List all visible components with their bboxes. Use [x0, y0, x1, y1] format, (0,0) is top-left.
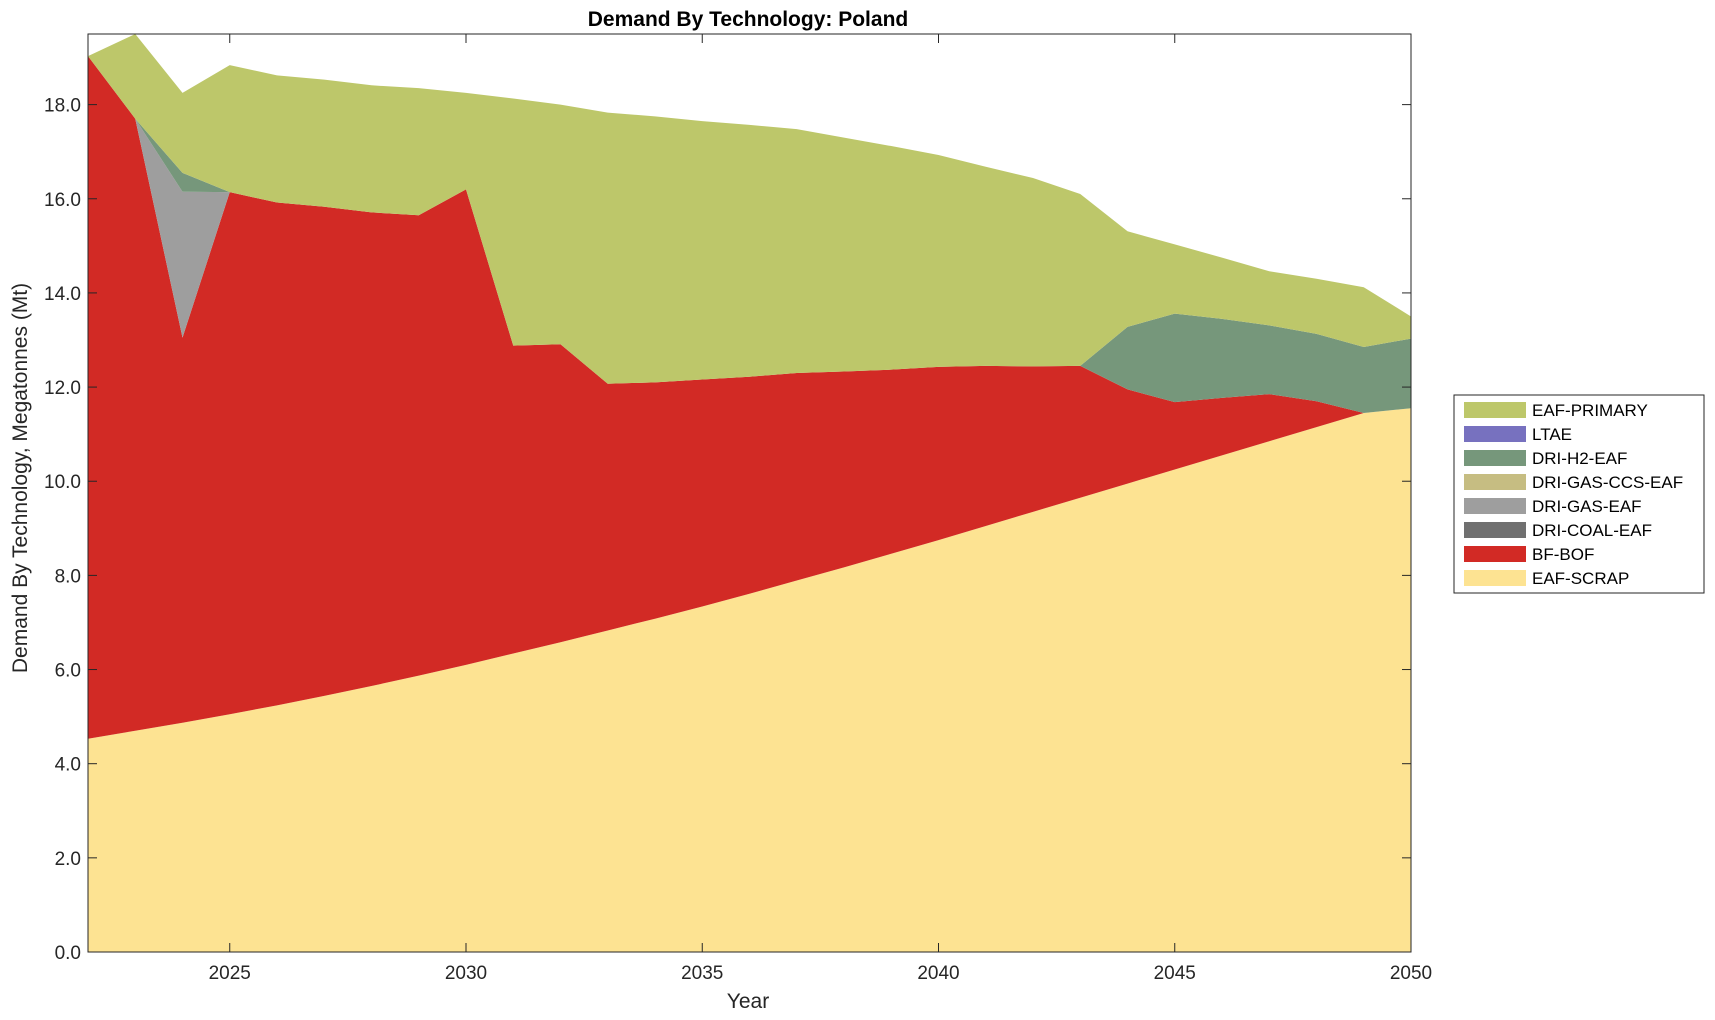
legend-swatch-dri-h2-eaf — [1464, 450, 1526, 466]
y-tick-label-4: 4.0 — [55, 755, 81, 776]
y-tick-label-8: 8.0 — [55, 566, 81, 587]
area-dri-h2-eaf — [88, 56, 1411, 413]
legend-label-eaf-scrap: EAF-SCRAP — [1532, 569, 1629, 588]
legend-label-dri-coal-eaf: DRI-COAL-EAF — [1532, 521, 1652, 540]
y-tick-label-14: 14.0 — [44, 284, 81, 305]
x-tick-label-2035: 2035 — [681, 963, 723, 984]
area-eaf-scrap — [88, 408, 1411, 952]
y-axis-title: Demand By Technology, Megatonnes (Mt) — [9, 283, 32, 673]
x-axis: 2025 2030 2035 2040 2045 2050 — [209, 34, 1432, 984]
y-tick-label-16: 16.0 — [44, 190, 81, 211]
y-tick-label-12: 12.0 — [44, 378, 81, 399]
y-axis: 0.0 2.0 4.0 6.0 8.0 10.0 12.0 14.0 16.0 18.0 — [44, 96, 1411, 964]
legend-swatch-bf-bof — [1464, 546, 1526, 562]
x-tick-label-2045: 2045 — [1154, 963, 1196, 984]
legend-label-dri-gas-eaf: DRI-GAS-EAF — [1532, 497, 1642, 516]
legend-swatch-dri-gas-ccs-eaf — [1464, 474, 1526, 490]
legend-label-dri-gas-ccs-eaf: DRI-GAS-CCS-EAF — [1532, 473, 1683, 492]
x-tick-label-2050: 2050 — [1390, 963, 1432, 984]
y-tick-label-10: 10.0 — [44, 472, 81, 493]
x-tick-label-2040: 2040 — [917, 963, 959, 984]
chart-title: Demand By Technology: Poland — [588, 8, 908, 31]
legend-label-ltae: LTAE — [1532, 425, 1572, 444]
area-bf-bof — [88, 56, 1411, 739]
x-axis-title: Year — [727, 990, 769, 1013]
legend-swatch-eaf-scrap — [1464, 570, 1526, 586]
y-tick-label-2: 2.0 — [55, 849, 81, 870]
x-tick-label-2025: 2025 — [209, 963, 251, 984]
y-tick-label-0: 0.0 — [55, 943, 81, 964]
y-tick-label-6: 6.0 — [55, 661, 81, 682]
x-tick-label-2030: 2030 — [445, 963, 487, 984]
plot-frame — [87, 33, 1412, 953]
legend-label-bf-bof: BF-BOF — [1532, 545, 1594, 564]
legend-label-dri-h2-eaf: DRI-H2-EAF — [1532, 449, 1627, 468]
legend-swatch-dri-gas-eaf — [1464, 498, 1526, 514]
legend-swatch-eaf-primary — [1464, 402, 1526, 418]
legend-swatch-dri-coal-eaf — [1464, 522, 1526, 538]
plot-areas — [88, 34, 1411, 952]
y-tick-label-18: 18.0 — [44, 96, 81, 117]
legend: EAF-PRIMARY LTAE DRI-H2-EAF DRI-GAS-CCS-EAF… — [1453, 394, 1705, 594]
legend-items: EAF-PRIMARY LTAE DRI-H2-EAF DRI-GAS-CCS-EAF… — [1464, 401, 1683, 588]
legend-swatch-ltae — [1464, 426, 1526, 442]
legend-label-eaf-primary: EAF-PRIMARY — [1532, 401, 1648, 420]
area-eaf-primary — [88, 34, 1411, 384]
